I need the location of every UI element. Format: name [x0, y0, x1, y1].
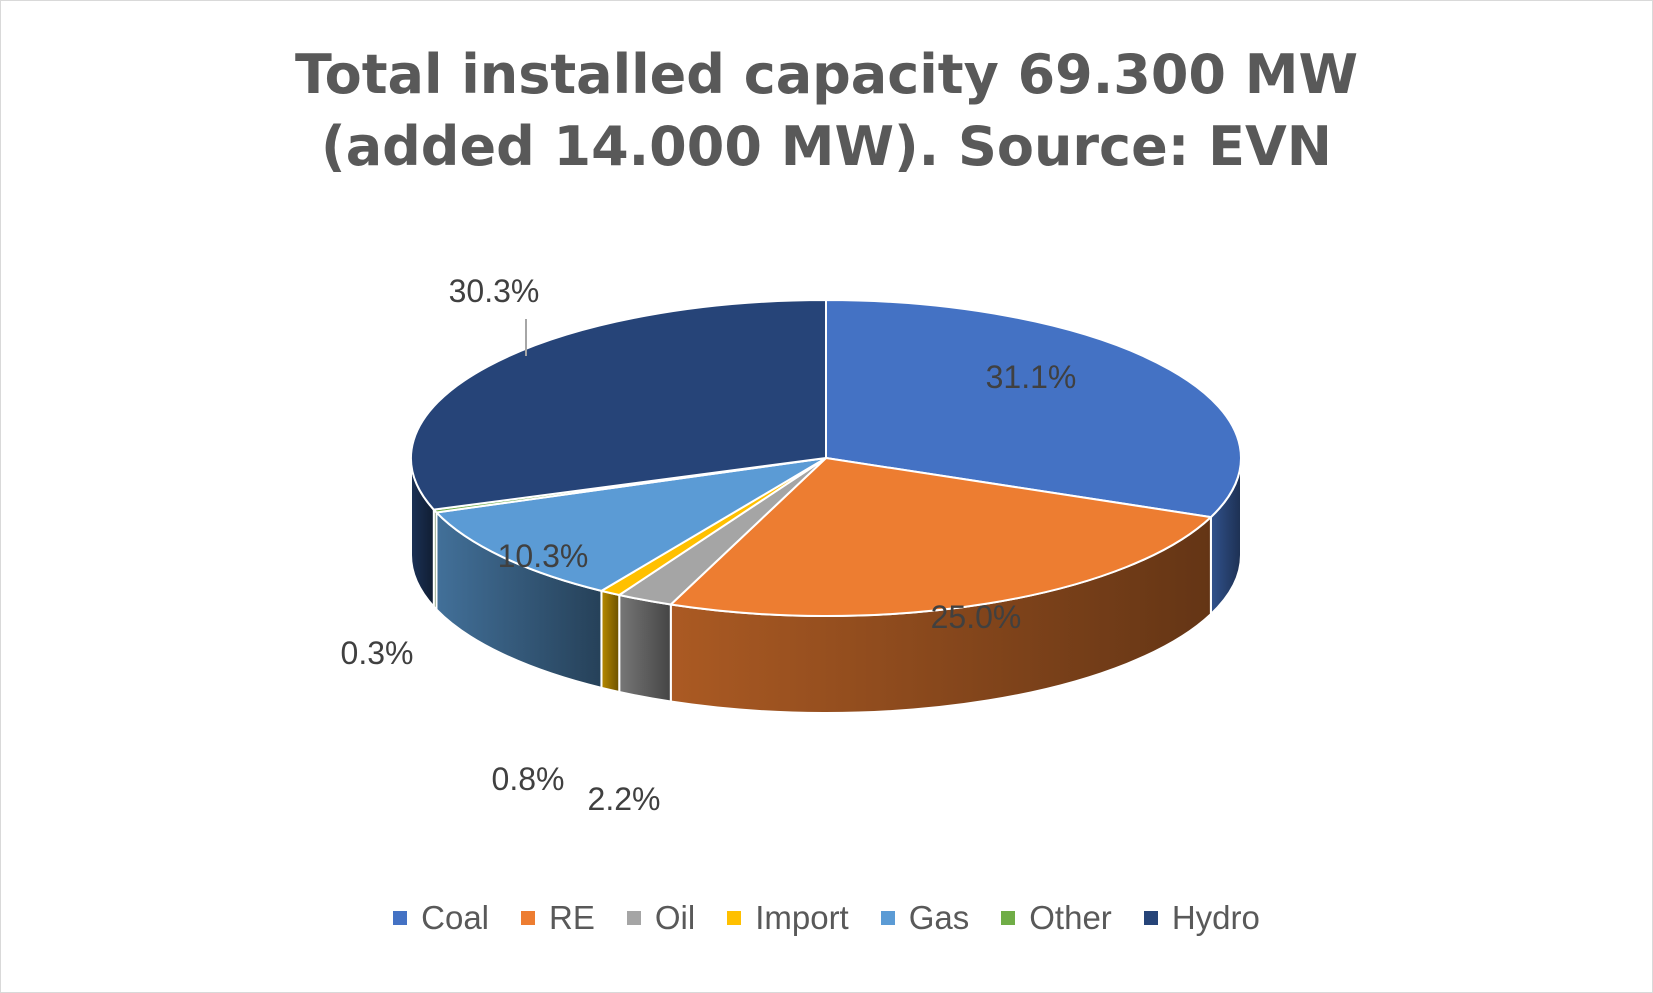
- pie-data-labels: 31.1% 25.0% 2.2% 0.8% 10.3% 0.3% 30.3%: [341, 273, 1077, 817]
- legend-label-other: Other: [1029, 899, 1112, 936]
- data-label-gas: 10.3%: [498, 538, 589, 574]
- legend-swatch-gas: [880, 911, 895, 925]
- legend-label-hydro: Hydro: [1171, 899, 1260, 936]
- chart-legend: Coal RE Oil Import Gas Other Hydro: [1, 899, 1652, 937]
- slice-gas: [435, 457, 827, 592]
- data-label-coal: 31.1%: [986, 359, 1077, 395]
- legend-item-hydro: Hydro: [1143, 899, 1260, 937]
- legend-item-gas: Gas: [880, 899, 970, 937]
- chart-title: Total installed capacity 69.300 MW (adde…: [1, 39, 1652, 183]
- data-label-hydro: 30.3%: [449, 273, 540, 309]
- legend-item-other: Other: [1001, 899, 1112, 937]
- legend-swatch-re: [521, 911, 536, 925]
- legend-item-re: RE: [521, 899, 595, 937]
- data-label-other: 0.3%: [341, 635, 414, 671]
- legend-label-gas: Gas: [908, 899, 970, 936]
- data-label-re: 25.0%: [931, 599, 1022, 635]
- data-label-oil: 2.2%: [588, 781, 661, 817]
- legend-swatch-import: [727, 911, 742, 925]
- pie-tops: [410, 299, 1242, 617]
- legend-item-coal: Coal: [393, 899, 489, 937]
- legend-swatch-coal: [393, 911, 408, 925]
- legend-swatch-hydro: [1143, 911, 1158, 925]
- legend-label-oil: Oil: [654, 899, 696, 936]
- legend-label-coal: Coal: [421, 899, 490, 936]
- slice-re: [669, 457, 1212, 617]
- legend-swatch-other: [1001, 911, 1016, 925]
- legend-item-import: Import: [727, 899, 849, 937]
- legend-label-import: Import: [755, 899, 849, 936]
- pie-sides: [410, 457, 1242, 714]
- legend-item-oil: Oil: [626, 899, 696, 937]
- legend-swatch-oil: [626, 911, 641, 925]
- data-label-import: 0.8%: [492, 761, 565, 797]
- slice-side-oil: [618, 593, 672, 703]
- slice-hydro: [410, 299, 827, 511]
- legend-label-re: RE: [549, 899, 595, 936]
- slice-coal: [825, 299, 1242, 519]
- slice-side-import: [600, 589, 621, 694]
- chart-title-line-1: Total installed capacity 69.300 MW: [294, 43, 1359, 106]
- chart-title-line-2: (added 14.000 MW). Source: EVN: [321, 115, 1332, 178]
